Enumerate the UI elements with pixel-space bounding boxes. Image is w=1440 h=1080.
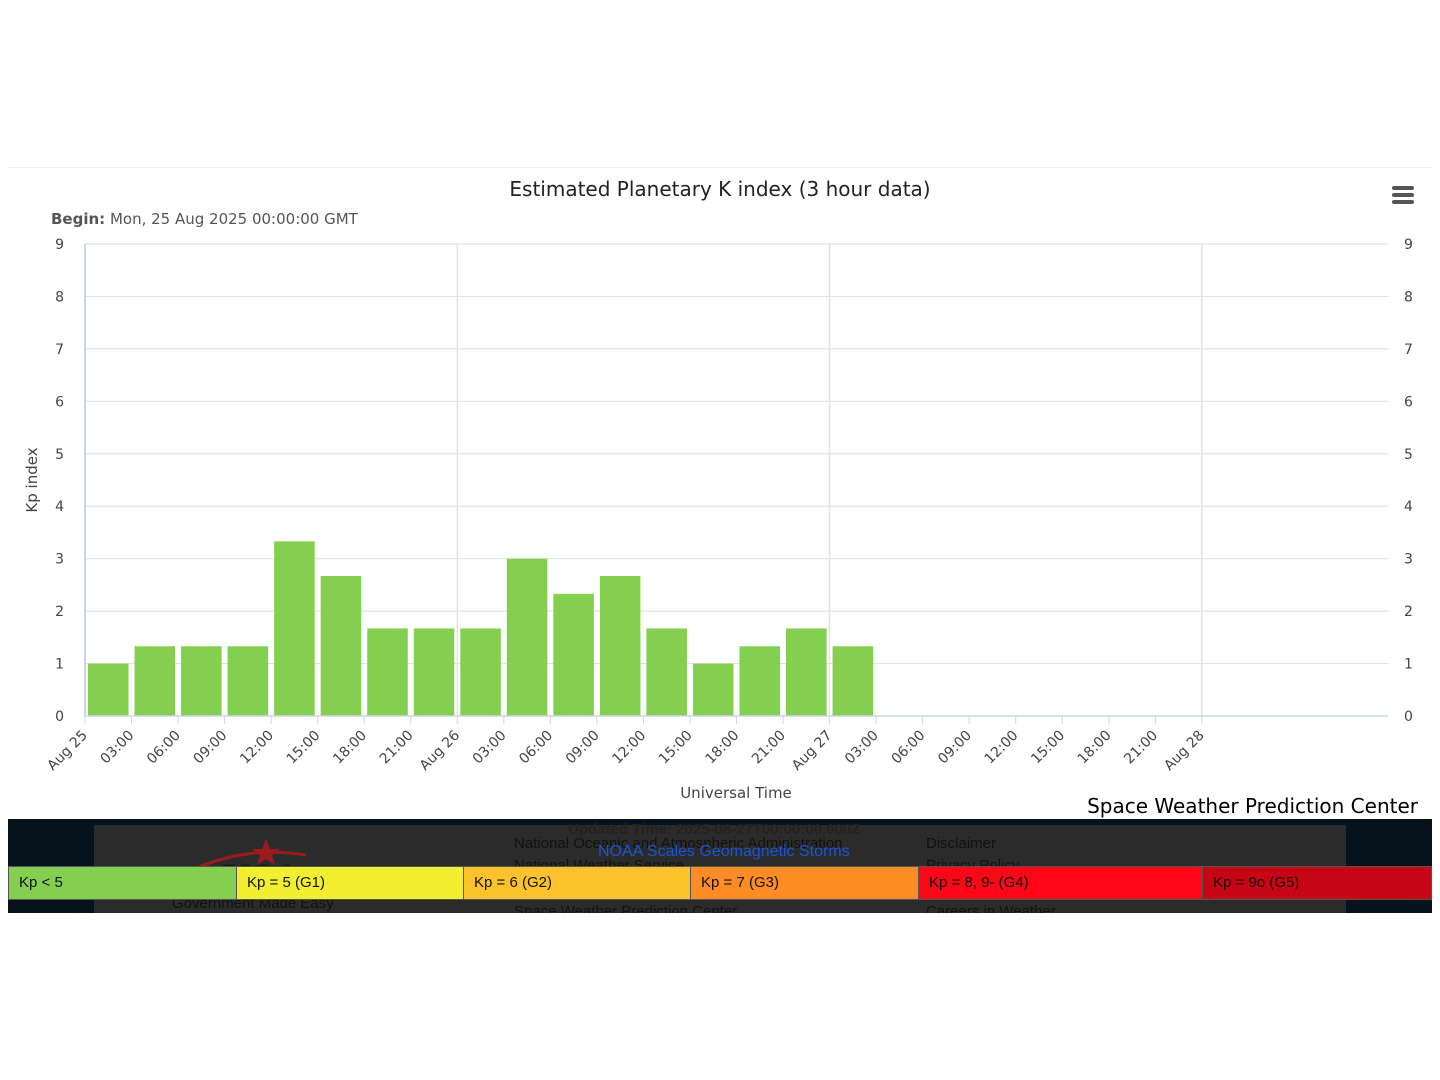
kp-bar[interactable] <box>134 646 176 716</box>
bar-series <box>88 541 874 716</box>
kp-bar[interactable] <box>599 575 641 716</box>
x-tick-label: 09:00 <box>191 728 231 768</box>
agency-swpc-link[interactable]: Space Weather Prediction Center <box>514 903 738 913</box>
x-tick-label: 15:00 <box>656 728 696 768</box>
kp-bar[interactable] <box>181 646 222 716</box>
x-tick-label: Aug 26 <box>417 727 463 773</box>
chart-menu-button[interactable] <box>1390 184 1416 208</box>
y-tick-label-left: 6 <box>55 394 64 410</box>
y-tick-label-right: 2 <box>1404 604 1413 620</box>
subtitle-value: Mon, 25 Aug 2025 00:00:00 GMT <box>110 210 359 228</box>
legend-item: Kp = 9o (G5) <box>1203 866 1432 900</box>
y-tick-label-left: 4 <box>55 499 64 515</box>
x-tick-label: 21:00 <box>749 728 789 768</box>
y-tick-label-left: 0 <box>55 709 64 725</box>
y-tick-label-left: 8 <box>55 289 64 305</box>
kp-bar[interactable] <box>413 628 455 716</box>
x-tick-label: 15:00 <box>1028 728 1068 768</box>
chart-title: Estimated Planetary K index (3 hour data… <box>509 177 930 201</box>
y-tick-label-right: 4 <box>1404 499 1413 515</box>
kp-bar[interactable] <box>227 646 269 716</box>
x-tick-label: Aug 27 <box>789 728 835 774</box>
y-tick-label-left: 1 <box>55 657 64 673</box>
y-tick-label-right: 0 <box>1404 709 1413 725</box>
kp-bar[interactable] <box>460 628 501 716</box>
x-axis-title: Universal Time <box>680 784 792 802</box>
kp-bar[interactable] <box>739 646 781 716</box>
kp-bar[interactable] <box>553 593 594 716</box>
x-tick-label: 18:00 <box>702 728 742 768</box>
x-tick-label: 09:00 <box>563 728 603 768</box>
hamburger-menu-icon-bar <box>1392 200 1414 204</box>
x-tick-label: 12:00 <box>982 728 1022 768</box>
x-tick-label: 12:00 <box>609 728 649 768</box>
x-tick-label: 09:00 <box>935 728 975 768</box>
credit-text[interactable]: Space Weather Prediction Center <box>1087 794 1418 818</box>
y-tick-label-right: 1 <box>1404 657 1413 673</box>
careers-link[interactable]: Careers in Weather <box>926 903 1056 913</box>
kp-bar[interactable] <box>88 663 129 716</box>
kp-bar[interactable] <box>320 575 362 716</box>
y-tick-label-left: 9 <box>55 237 64 253</box>
x-tick-label: 06:00 <box>516 728 556 768</box>
legend-item: Kp = 6 (G2) <box>464 866 691 900</box>
x-tick-label: 21:00 <box>1121 728 1161 768</box>
y-tick-label-left: 7 <box>55 342 64 358</box>
y-tick-label-right: 6 <box>1404 394 1413 410</box>
hamburger-menu-icon-bar <box>1392 193 1414 197</box>
x-tick-label: 06:00 <box>889 728 929 768</box>
agency-noaa-link[interactable]: National Oceanic and Atmospheric Adminis… <box>514 835 843 852</box>
y-tick-label-left: 2 <box>55 604 64 620</box>
kp-bar[interactable] <box>832 646 874 716</box>
y-tick-label-right: 7 <box>1404 342 1413 358</box>
updated-time: Updated Time: 2025-08-27T00:00:00.000Z <box>568 821 861 838</box>
legend-item: Kp = 5 (G1) <box>237 866 464 900</box>
storm-scale-legend: Kp < 5 Kp = 5 (G1) Kp = 6 (G2) Kp = 7 (G3) K… <box>8 866 1432 900</box>
hamburger-menu-icon <box>1392 186 1414 190</box>
x-tick-label: 15:00 <box>284 728 324 768</box>
y-tick-label-left: 3 <box>55 552 64 568</box>
x-tick-label: 03:00 <box>842 728 882 768</box>
y-axis-title: Kp index <box>23 447 41 512</box>
disclaimer-link[interactable]: Disclaimer <box>926 835 997 852</box>
x-tick-label: 18:00 <box>330 728 370 768</box>
x-tick-label: Aug 28 <box>1161 728 1207 774</box>
kp-bar[interactable] <box>274 541 315 716</box>
x-tick-label: Aug 25 <box>44 728 90 774</box>
noaa-scales-link[interactable]: NOAA Scales Geomagnetic Storms <box>598 843 850 860</box>
x-tick-label: 12:00 <box>237 728 277 768</box>
x-tick-label: 06:00 <box>144 728 184 768</box>
y-tick-label-left: 5 <box>55 447 64 463</box>
chart-subtitle: Begin: Mon, 25 Aug 2025 00:00:00 GMT <box>51 210 359 228</box>
kp-bar[interactable] <box>786 628 827 716</box>
y-tick-label-right: 9 <box>1404 237 1413 253</box>
x-tick-label: 21:00 <box>377 728 417 768</box>
x-tick-label: 03:00 <box>98 728 138 768</box>
kp-bar[interactable] <box>692 663 734 716</box>
x-tick-label: 18:00 <box>1075 728 1115 768</box>
legend-item: Kp = 7 (G3) <box>691 866 919 900</box>
kp-bar[interactable] <box>646 628 687 716</box>
y-tick-label-right: 3 <box>1404 552 1413 568</box>
subtitle-label: Begin: <box>51 210 105 228</box>
kp-bar[interactable] <box>506 558 548 716</box>
chart-panel: Estimated Planetary K index (3 hour data… <box>8 167 1432 820</box>
kp-bar[interactable] <box>367 628 408 716</box>
legend-item: Kp = 8, 9- (G4) <box>919 866 1203 900</box>
legend-item: Kp < 5 <box>8 866 237 900</box>
y-tick-label-right: 8 <box>1404 289 1413 305</box>
kp-index-chart: Estimated Planetary K index (3 hour data… <box>23 177 1413 802</box>
y-tick-label-right: 5 <box>1404 447 1413 463</box>
x-tick-label: 03:00 <box>470 728 510 768</box>
